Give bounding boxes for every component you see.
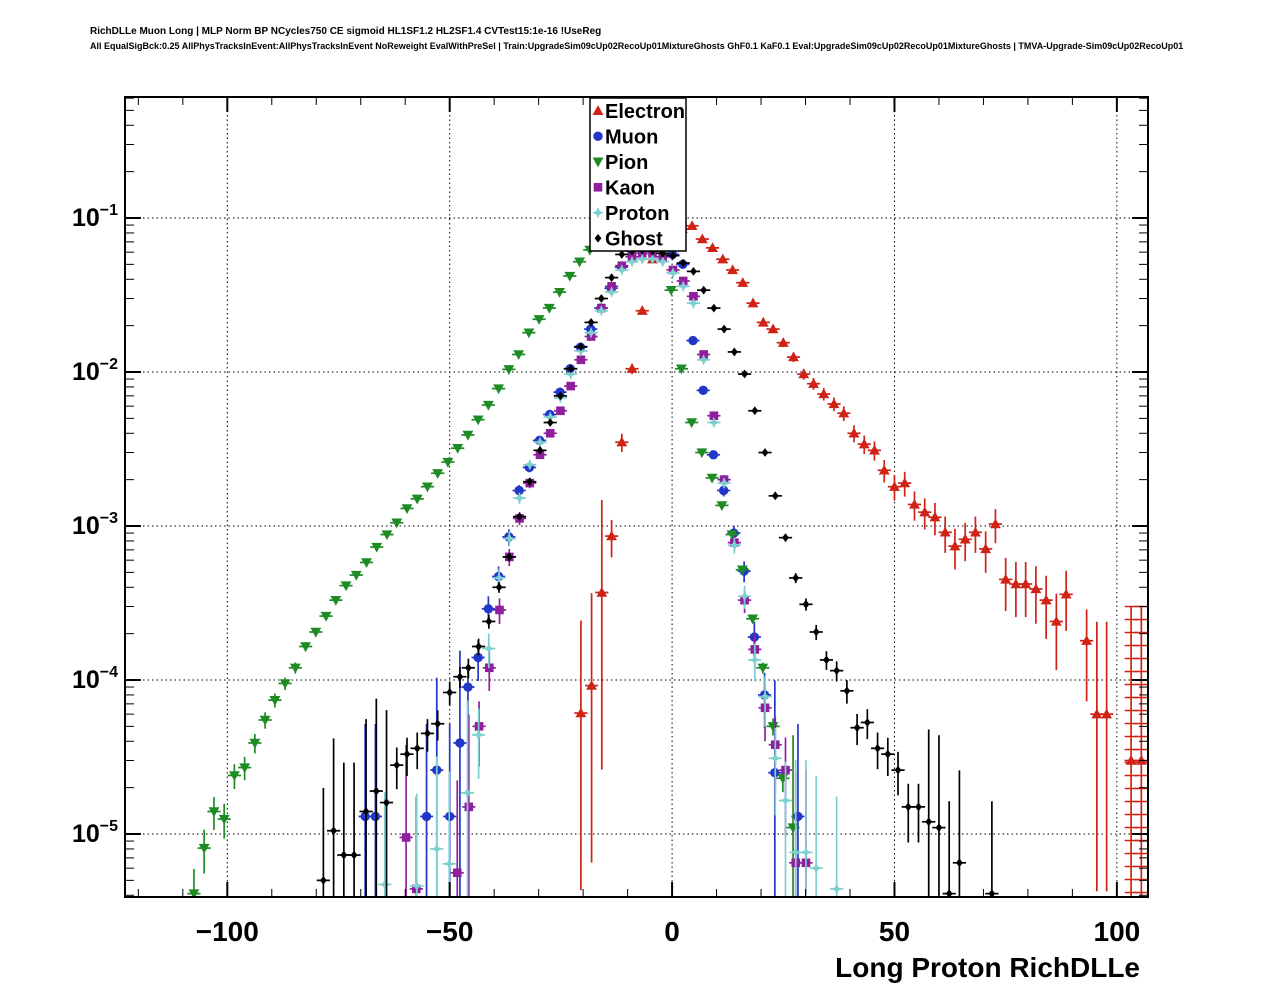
svg-text:10−1: 10−1 [72, 202, 118, 232]
legend-label-pion: Pion [605, 152, 648, 174]
svg-text:−100: −100 [196, 916, 259, 947]
legend-label-electron: Electron [605, 101, 685, 123]
svg-text:−50: −50 [426, 916, 474, 947]
svg-text:10−2: 10−2 [72, 356, 118, 386]
svg-text:100: 100 [1094, 916, 1141, 947]
legend: Electron Muon Pion Kaon Proton Ghost [589, 97, 687, 252]
svg-text:10−5: 10−5 [72, 818, 118, 848]
legend-label-kaon: Kaon [605, 177, 655, 199]
series-kaon [399, 248, 813, 897]
x-axis-title: Long Proton RichDLLe [835, 952, 1140, 983]
svg-text:0: 0 [664, 916, 680, 947]
axis-labels: 10−1 10−2 10−3 10−4 10−5 −100 −50 0 50 100 Long Pr… [72, 202, 1140, 983]
axis-ticks [125, 97, 1148, 897]
plot-frame [124, 96, 1149, 898]
svg-text:10−3: 10−3 [72, 510, 118, 540]
series-pion [187, 227, 800, 897]
series-proton [378, 253, 844, 897]
legend-label-proton: Proton [605, 203, 669, 225]
plot-header-line2: All EqualSigBck:0.25 AllPhysTracksInEven… [90, 41, 1184, 51]
plot-header-line1: RichDLLe Muon Long | MLP Norm BP NCycles… [90, 26, 602, 37]
svg-text:10−4: 10−4 [72, 664, 118, 694]
legend-label-ghost: Ghost [605, 228, 663, 250]
legend-label-muon: Muon [605, 126, 658, 148]
series-ghost [316, 245, 999, 897]
svg-text:50: 50 [879, 916, 910, 947]
series-electron [574, 220, 1148, 897]
